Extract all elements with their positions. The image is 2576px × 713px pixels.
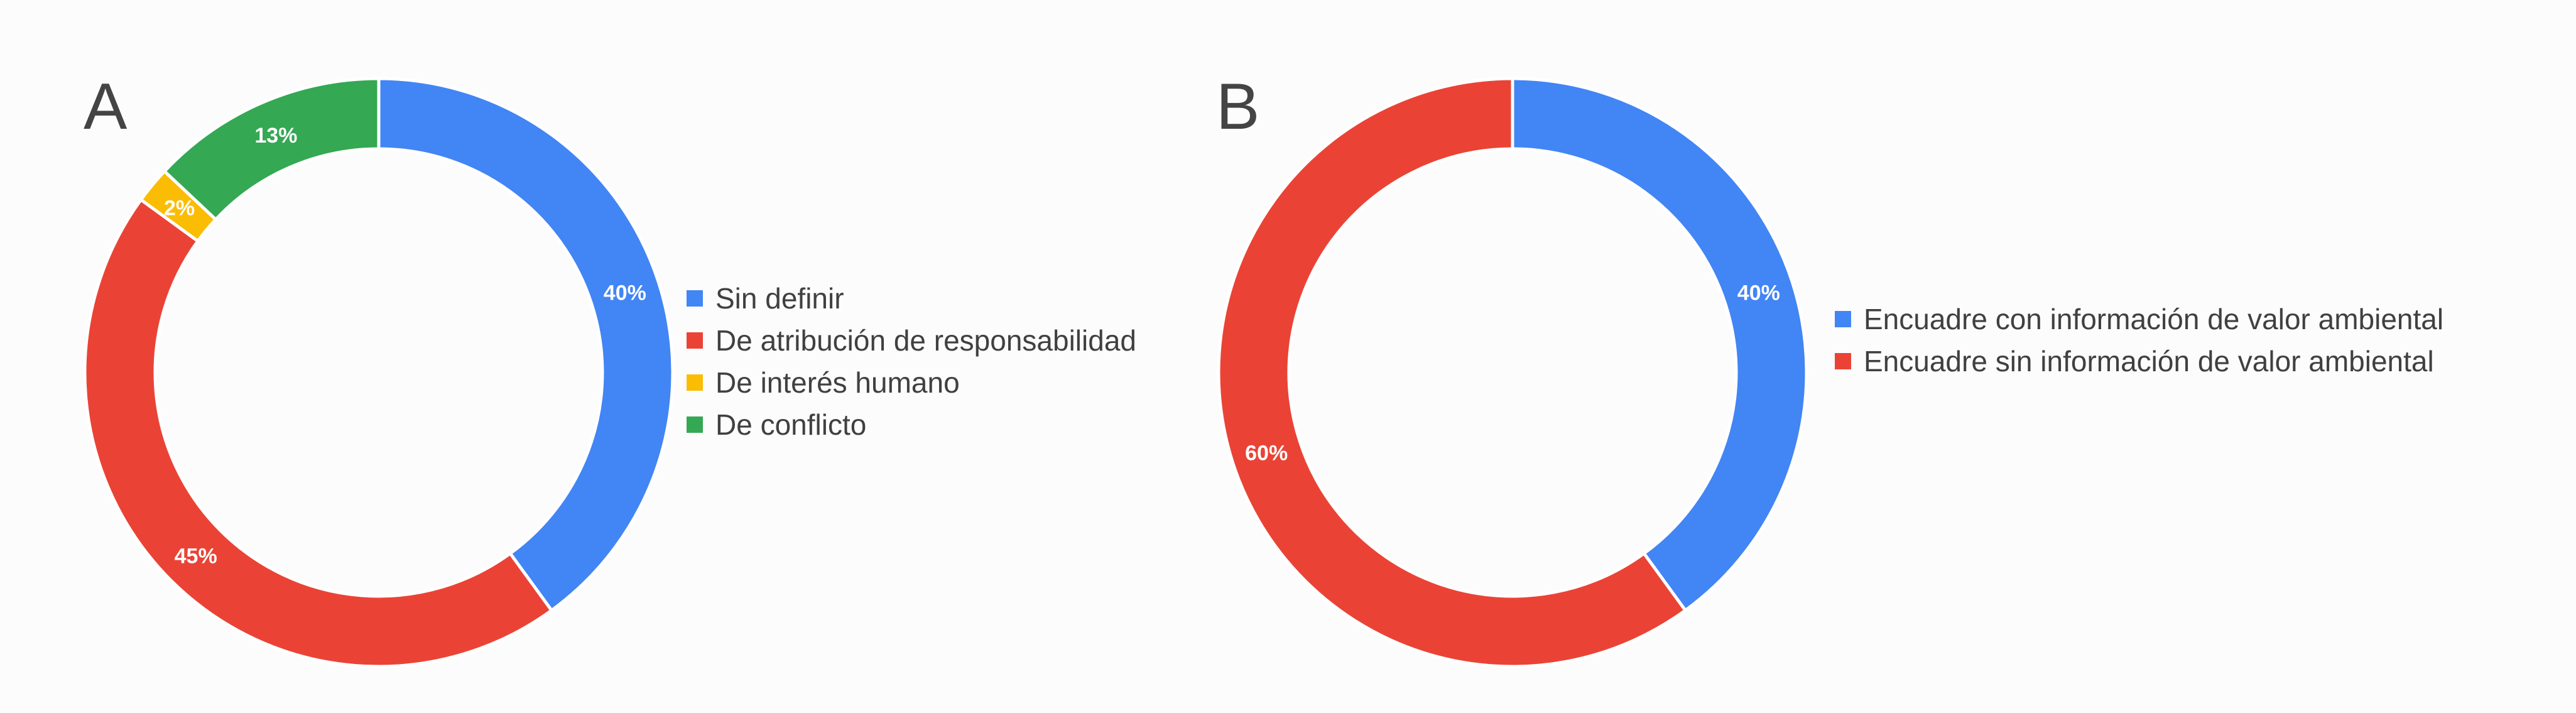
legend-swatch-b-2: [1835, 353, 1851, 369]
slice-label-a-2: 45%: [175, 544, 217, 568]
slice-b-encuadre-con-informacion-de-valor-ambiental: [1511, 77, 1808, 613]
legend-a: Sin definir De atribución de responsabili…: [687, 282, 1136, 441]
legend-label-a-1: Sin definir: [715, 282, 844, 315]
legend-swatch-a-1: [687, 290, 703, 307]
slice-labels-b: 40% 60%: [1245, 281, 1780, 465]
slice-a-sin-definir: [377, 77, 675, 613]
legend-swatch-b-1: [1835, 311, 1851, 327]
legend-swatch-a-4: [687, 416, 703, 433]
legend-label-a-2: De atribución de responsabilidad: [715, 324, 1136, 357]
legend-label-a-3: De interés humano: [715, 366, 960, 399]
slice-label-a-4: 13%: [254, 124, 297, 148]
legend-b: Encuadre con información de valor ambien…: [1835, 303, 2443, 378]
slice-label-a-3: 2%: [164, 196, 195, 220]
panel-b: B 40% 60% Encuadre con información de val…: [1216, 70, 2443, 668]
legend-swatch-a-3: [687, 374, 703, 391]
slice-a-de-conflicto: [162, 77, 381, 222]
slice-labels-a: 40% 45% 2% 13%: [164, 124, 646, 568]
slice-b-encuadre-sin-informacion-de-valor-ambiental: [1217, 77, 1688, 668]
slice-label-b-1: 40%: [1737, 281, 1780, 305]
slices-b: [1217, 77, 1808, 668]
legend-label-b-1: Encuadre con información de valor ambien…: [1864, 303, 2443, 335]
legend-label-b-2: Encuadre sin información de valor ambien…: [1864, 345, 2434, 378]
slice-label-b-2: 60%: [1245, 441, 1288, 465]
panel-letter-b: B: [1216, 70, 1259, 143]
legend-swatch-a-2: [687, 332, 703, 349]
panel-a: A 40% 45% 2% 13% Sin definir De atribución d…: [83, 70, 1136, 668]
slices-a: [83, 77, 675, 668]
slice-label-a-1: 40%: [604, 281, 646, 305]
panel-letter-a: A: [84, 70, 128, 143]
slice-a-de-atribucion-de-responsabilidad: [83, 197, 554, 668]
legend-label-a-4: De conflicto: [715, 408, 866, 441]
